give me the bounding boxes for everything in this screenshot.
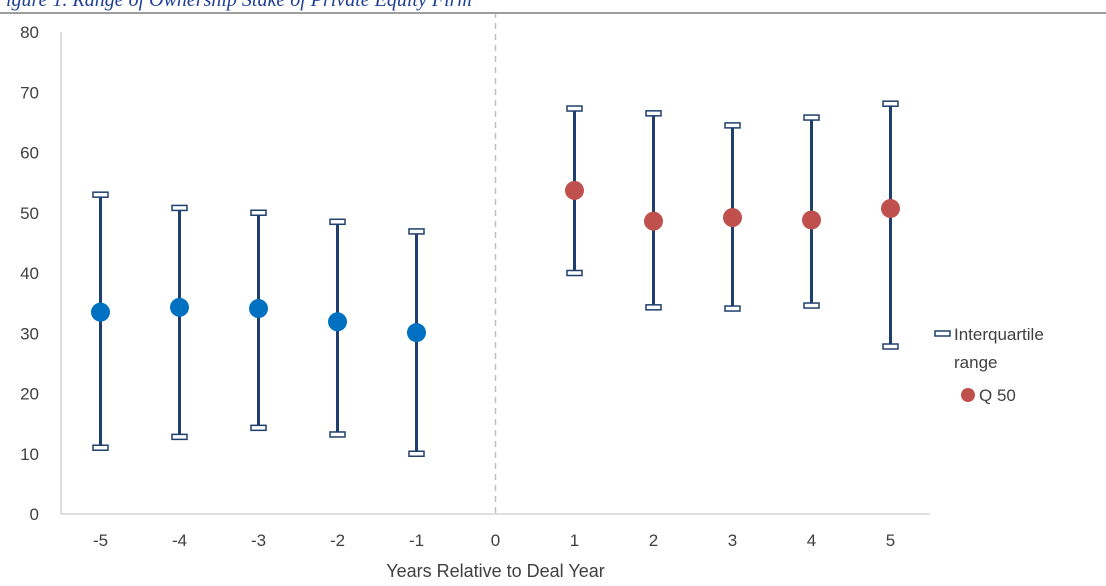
median-point	[328, 312, 347, 332]
median-point	[881, 199, 900, 219]
q25-cap	[724, 305, 741, 312]
median-point	[802, 210, 821, 230]
x-axis-title: Years Relative to Deal Year	[386, 561, 604, 581]
y-tick-label: 10	[20, 445, 39, 464]
q75-cap	[803, 114, 820, 121]
y-tick-labels: 0 10 20 30 40 50 60 70 80	[20, 23, 39, 524]
q75-cap	[566, 105, 583, 112]
q25-cap	[566, 269, 583, 277]
x-tick-label: -1	[409, 531, 424, 550]
legend-item-interquartile: Interquartile range	[934, 325, 1044, 372]
y-tick-label: 40	[20, 264, 39, 283]
x-tick-label: 5	[886, 531, 895, 550]
legend-label-median: Q 50	[979, 386, 1016, 405]
median-point	[249, 299, 268, 319]
q25-cap	[645, 304, 662, 311]
y-tick-label: 70	[20, 83, 39, 102]
q75-cap	[92, 191, 109, 198]
q25-cap	[171, 433, 188, 441]
median-series	[91, 180, 900, 343]
x-tick-label: -5	[93, 531, 108, 550]
y-tick-label: 0	[30, 505, 39, 524]
q25-cap	[882, 343, 899, 350]
x-tick-label: 1	[570, 531, 579, 550]
legend-swatch-median	[961, 388, 975, 402]
x-tick-label: 3	[728, 531, 737, 550]
x-tick-label: 2	[649, 531, 658, 550]
q25-cap	[803, 302, 820, 309]
figure-caption-strip: igure 1. Range of Ownership Stake of Pri…	[0, 0, 1106, 14]
q75-cap	[171, 204, 188, 212]
y-tick-label: 60	[20, 144, 39, 163]
y-tick-label: 20	[20, 385, 39, 404]
q25-cap	[92, 444, 109, 451]
x-tick-label: -2	[330, 531, 345, 550]
legend-label-interquartile-line2: range	[954, 353, 997, 372]
q75-cap	[882, 100, 899, 107]
q25-cap	[408, 450, 425, 457]
q25-cap	[250, 424, 267, 432]
x-tick-label: 4	[807, 531, 816, 550]
legend: Interquartile range Q 50	[934, 325, 1044, 405]
x-tick-label: 0	[491, 531, 500, 550]
q25-cap	[329, 431, 346, 438]
y-tick-label: 30	[20, 324, 39, 343]
x-tick-label: -3	[251, 531, 266, 550]
median-point	[170, 297, 189, 317]
legend-label-interquartile-line1: Interquartile	[954, 325, 1044, 344]
legend-swatch-interquartile	[934, 330, 951, 337]
y-tick-label: 80	[20, 23, 39, 42]
q75-cap	[250, 209, 267, 216]
median-point	[565, 180, 584, 200]
median-point	[723, 208, 742, 228]
x-tick-labels: -5 -4 -3 -2 -1 0 1 2 3 4 5	[93, 531, 895, 550]
figure-caption: igure 1. Range of Ownership Stake of Pri…	[6, 0, 472, 11]
legend-item-median: Q 50	[961, 386, 1016, 405]
median-point	[91, 302, 110, 322]
q75-cap	[645, 110, 662, 117]
y-tick-label: 50	[20, 204, 39, 223]
axes-layer	[60, 12, 930, 515]
q75-cap	[329, 218, 346, 226]
x-tick-label: -4	[172, 531, 187, 550]
q75-cap	[408, 228, 425, 235]
median-point	[407, 323, 426, 343]
q75-cap	[724, 122, 741, 129]
median-point	[644, 211, 663, 231]
caption-rule	[0, 12, 1106, 14]
